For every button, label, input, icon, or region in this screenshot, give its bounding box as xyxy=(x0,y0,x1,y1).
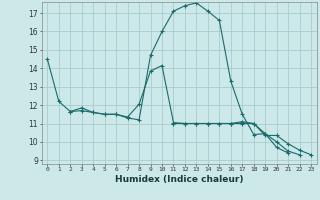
X-axis label: Humidex (Indice chaleur): Humidex (Indice chaleur) xyxy=(115,175,244,184)
